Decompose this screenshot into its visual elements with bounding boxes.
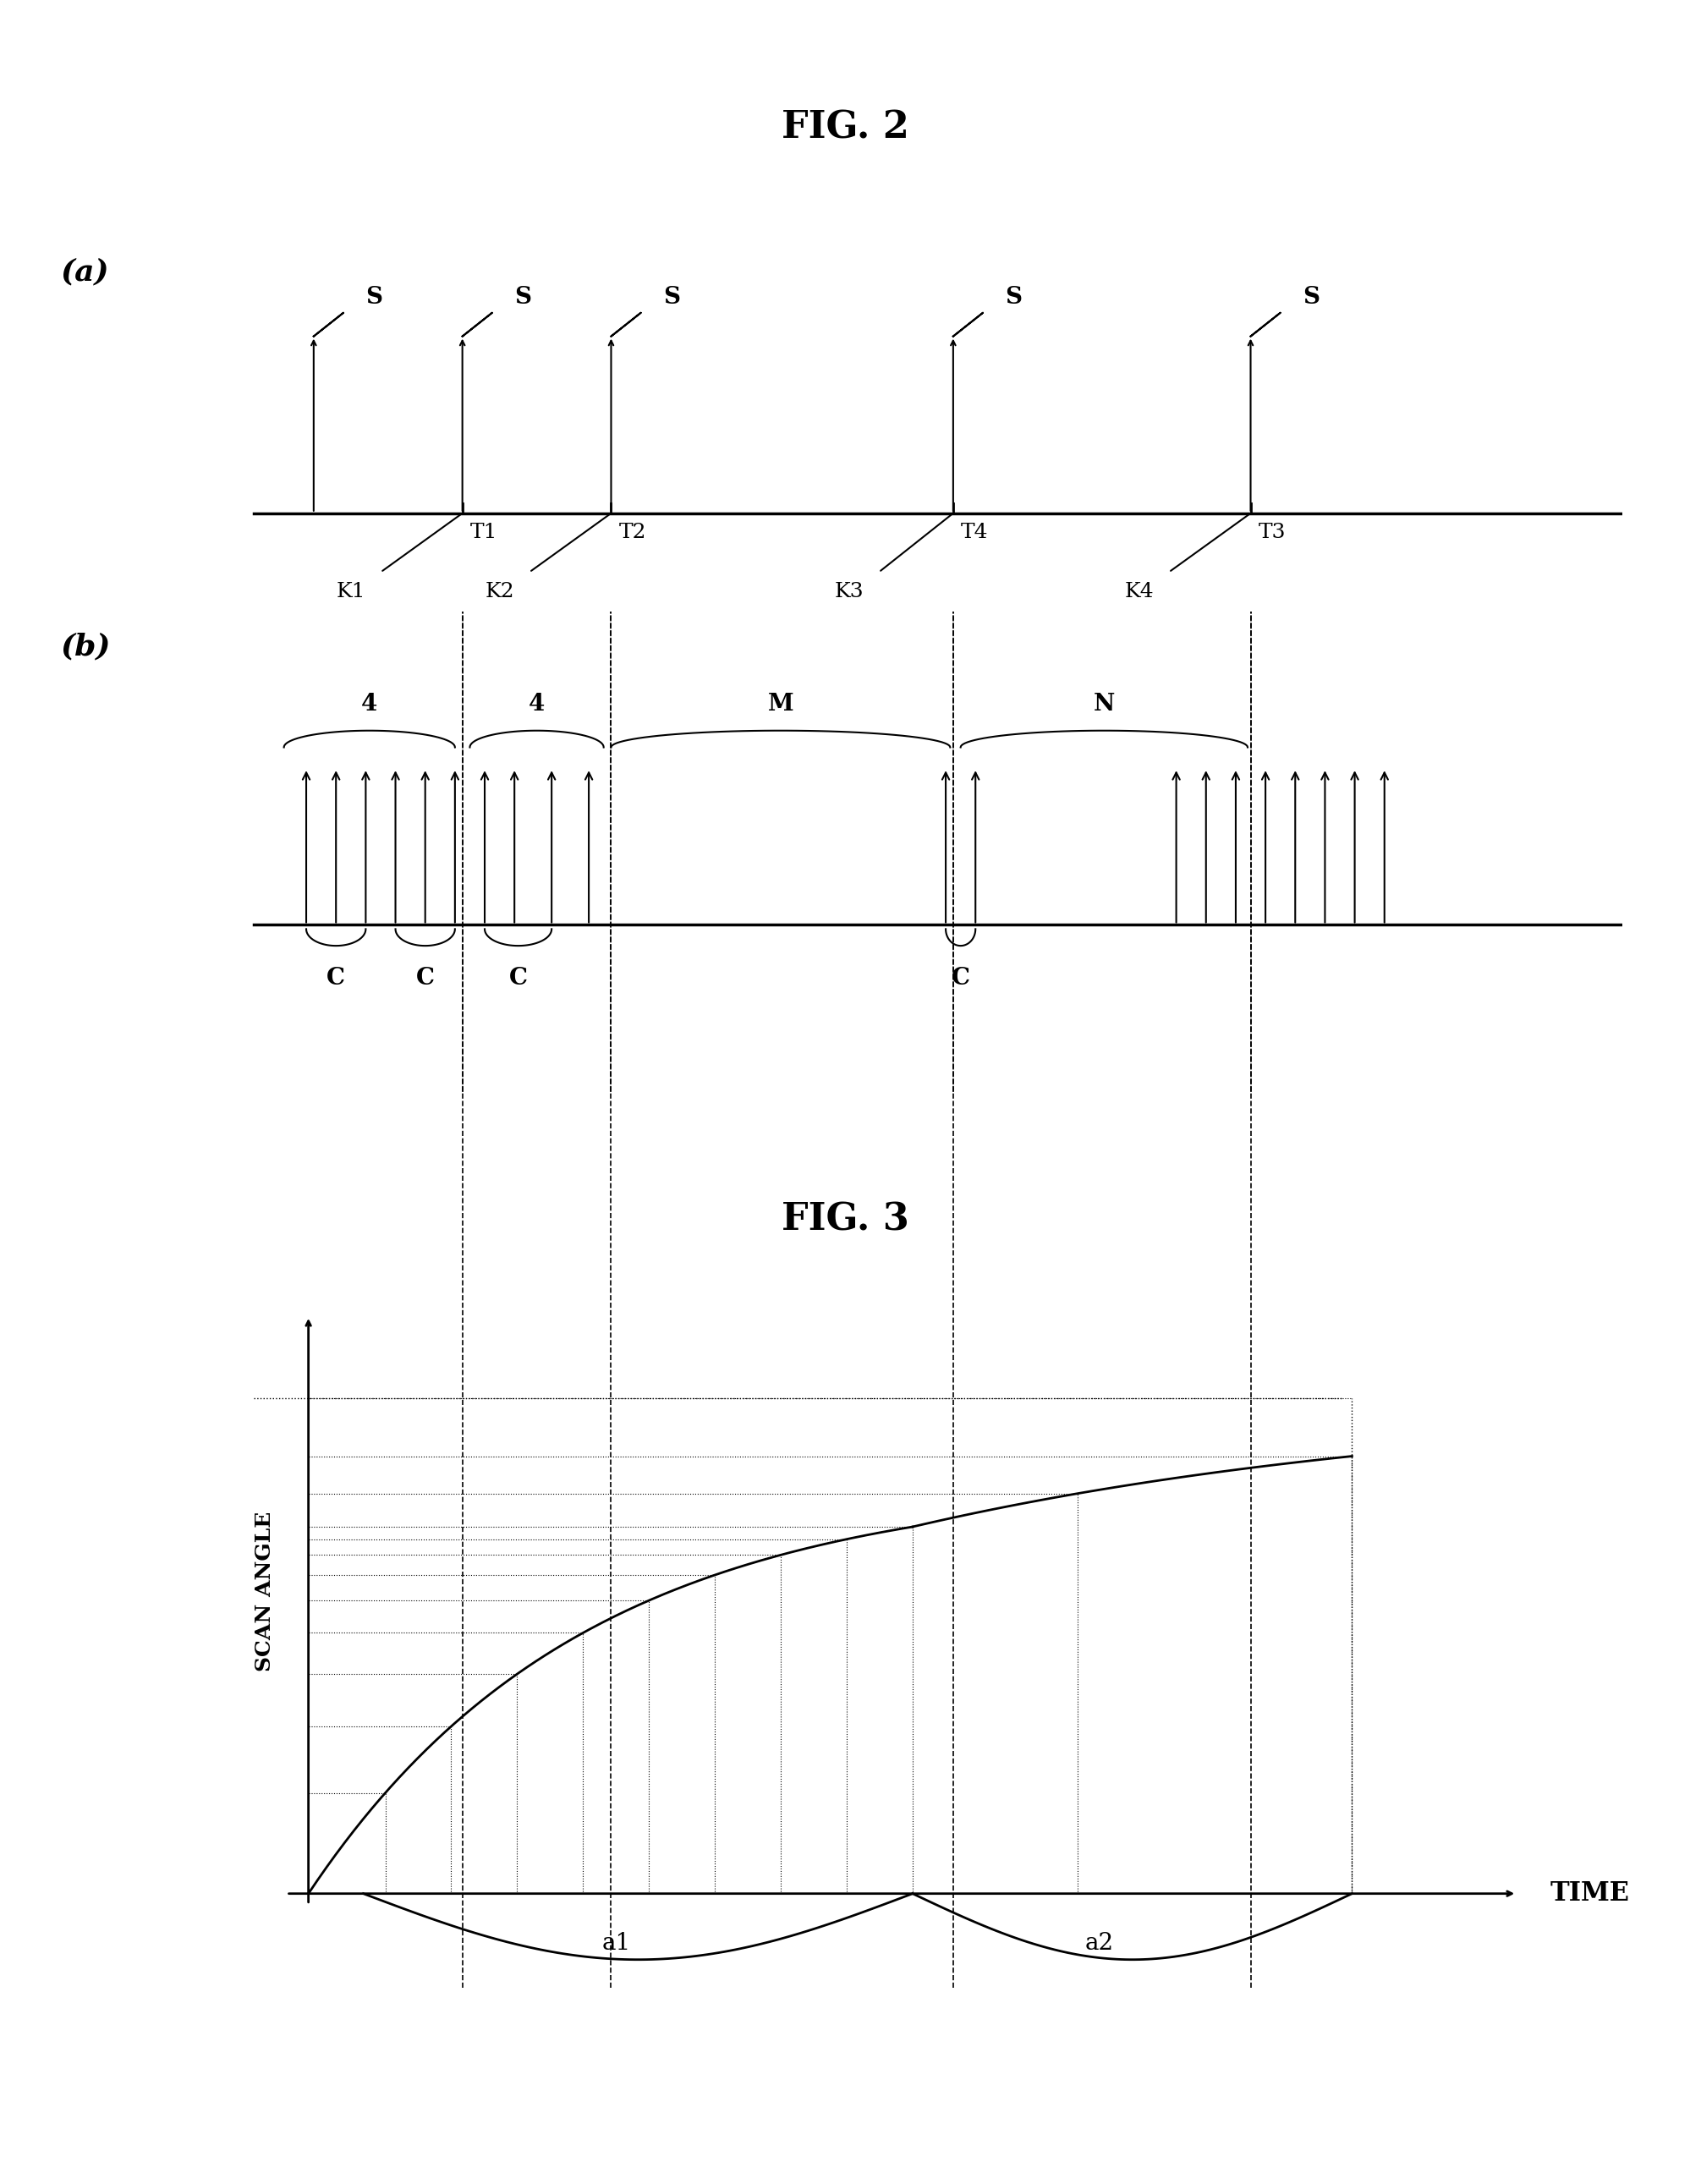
Text: a2: a2	[1085, 1933, 1114, 1955]
Text: FIG. 3: FIG. 3	[781, 1201, 909, 1238]
Text: (a): (a)	[61, 258, 110, 286]
Text: T3: T3	[1257, 522, 1286, 542]
Text: a1: a1	[602, 1933, 630, 1955]
Text: K2: K2	[485, 581, 514, 601]
Text: TIME: TIME	[1550, 1880, 1629, 1907]
Text: T1: T1	[470, 522, 497, 542]
Text: K4: K4	[1124, 581, 1154, 601]
Text: 4: 4	[362, 692, 377, 716]
Text: M: M	[767, 692, 794, 716]
Text: S: S	[1303, 286, 1320, 308]
Text: N: N	[1093, 692, 1115, 716]
Text: S: S	[1006, 286, 1022, 308]
Text: (b): (b)	[61, 633, 112, 662]
Text: C: C	[416, 968, 434, 989]
Text: T4: T4	[960, 522, 989, 542]
Text: S: S	[514, 286, 531, 308]
Text: S: S	[662, 286, 679, 308]
Text: T2: T2	[619, 522, 646, 542]
Text: C: C	[951, 968, 970, 989]
Text: K3: K3	[835, 581, 864, 601]
Text: C: C	[326, 968, 345, 989]
Text: S: S	[365, 286, 382, 308]
Text: FIG. 2: FIG. 2	[781, 109, 909, 146]
Text: K1: K1	[336, 581, 365, 601]
Text: SCAN ANGLE: SCAN ANGLE	[254, 1511, 275, 1671]
Text: C: C	[509, 968, 527, 989]
Text: 4: 4	[529, 692, 544, 716]
